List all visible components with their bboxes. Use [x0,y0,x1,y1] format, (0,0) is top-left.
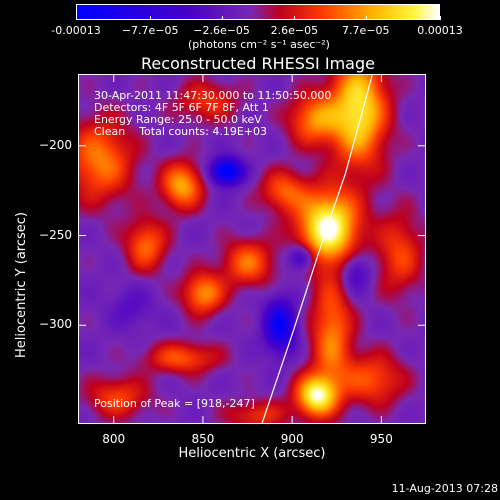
colorbar-tick-mark [221,16,223,20]
solar-limb-line [261,74,374,424]
colorbar-tick-mark [365,16,367,20]
peak-position-label: Position of Peak = [918,-247] [94,397,255,410]
heatmap-image [78,74,426,424]
observation-info: 30-Apr-2011 11:47:30.000 to 11:50:50.000… [94,90,331,137]
colorbar-tick-label: −2.6e−05 [193,24,250,37]
y-tick-label: −200 [39,137,72,152]
x-tick-label: 900 [280,432,304,446]
info-time-range: 30-Apr-2011 11:47:30.000 to 11:50:50.000 [94,89,332,102]
y-tick-label: −250 [39,227,72,242]
info-detectors: Detectors: 4F 5F 6F 7F 8F, Att 1 [94,101,269,114]
colorbar-tick-mark [440,16,441,20]
plot-overlay [78,74,426,424]
colorbar-tick-mark [294,16,296,20]
colorbar-tick-label: 0.00013 [417,24,463,37]
colorbar-tick-label: −7.7e−05 [121,24,179,37]
plot-area [78,74,426,424]
colorbar-tick-mark [150,16,152,20]
colorbar [76,4,440,20]
colorbar-tick-mark [76,16,77,20]
info-clean-counts: Clean Total counts: 4.19E+03 [94,125,268,138]
colorbar-tick-label: 7.7e−05 [342,24,390,37]
y-axis-label: Heliocentric Y (arcsec) [14,212,29,358]
info-energy-range: Energy Range: 25.0 - 50.0 keV [94,113,262,126]
chart-title: Reconstructed RHESSI Image [141,54,375,73]
x-axis-label: Heliocentric X (arcsec) [178,446,326,461]
colorbar-tick-label: -0.00013 [51,24,101,37]
render-timestamp: 11-Aug-2013 07:28 [391,482,498,495]
x-tick-label: 800 [102,432,126,446]
x-tick-label: 950 [369,432,393,446]
x-tick-label: 850 [191,432,215,446]
y-tick-label: −300 [39,317,72,332]
colorbar-tick-label: 2.6e−05 [270,24,319,37]
plot-frame [78,74,426,424]
colorbar-unit-label: (photons cm⁻² s⁻¹ asec⁻²) [188,38,330,51]
